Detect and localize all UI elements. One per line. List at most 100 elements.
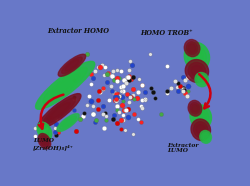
Point <box>176 81 180 84</box>
Point <box>72 109 76 112</box>
Point <box>106 71 110 74</box>
Point <box>90 104 94 107</box>
Ellipse shape <box>184 39 200 57</box>
Point <box>115 95 119 98</box>
Point <box>101 88 105 91</box>
Point <box>136 118 140 121</box>
Point <box>113 99 117 102</box>
Point <box>102 127 105 130</box>
Point <box>115 121 119 124</box>
Point <box>127 69 131 72</box>
Point <box>54 123 58 126</box>
Point <box>44 134 48 137</box>
Point <box>140 99 144 102</box>
Point <box>52 130 56 133</box>
Point <box>53 126 57 129</box>
Point <box>42 134 46 137</box>
Point <box>180 89 184 92</box>
Ellipse shape <box>201 132 210 142</box>
Ellipse shape <box>48 102 70 120</box>
Point <box>140 84 144 87</box>
Point <box>131 75 135 78</box>
Point <box>128 60 132 63</box>
Point <box>148 52 152 55</box>
Point <box>121 118 125 121</box>
Ellipse shape <box>62 118 74 127</box>
Point <box>117 95 121 98</box>
Point <box>89 72 93 75</box>
Ellipse shape <box>190 105 212 129</box>
Point <box>117 95 121 98</box>
Point <box>122 78 126 81</box>
Point <box>33 127 37 130</box>
Point <box>103 111 107 114</box>
Point <box>42 132 46 134</box>
Point <box>42 124 46 127</box>
Ellipse shape <box>188 46 206 67</box>
Ellipse shape <box>43 67 87 103</box>
Point <box>115 105 119 108</box>
Point <box>176 89 180 92</box>
Point <box>113 92 117 94</box>
Point <box>104 119 108 122</box>
Point <box>120 89 124 92</box>
Point <box>173 79 177 82</box>
Point <box>42 130 46 133</box>
Point <box>143 91 147 94</box>
Point <box>125 75 129 78</box>
Ellipse shape <box>65 60 79 71</box>
Ellipse shape <box>62 57 82 74</box>
Point <box>74 129 78 132</box>
Point <box>153 96 157 99</box>
Point <box>96 99 100 102</box>
Point <box>45 126 49 129</box>
Ellipse shape <box>40 135 49 147</box>
Point <box>181 86 185 89</box>
Point <box>123 128 127 131</box>
Point <box>140 107 144 110</box>
Point <box>44 127 48 130</box>
Ellipse shape <box>58 54 86 76</box>
Point <box>169 86 173 89</box>
Point <box>178 85 182 88</box>
Point <box>54 133 58 136</box>
Ellipse shape <box>184 42 210 71</box>
Point <box>129 78 133 81</box>
Point <box>72 79 76 82</box>
Point <box>136 91 140 94</box>
Point <box>92 112 96 115</box>
Point <box>96 107 100 110</box>
Point <box>126 115 130 118</box>
Point <box>159 113 163 116</box>
Point <box>183 92 187 95</box>
Point <box>130 64 134 67</box>
Ellipse shape <box>196 111 206 123</box>
Point <box>150 87 154 90</box>
Point <box>126 101 130 104</box>
Point <box>44 132 48 134</box>
Point <box>165 90 169 93</box>
Point <box>186 90 190 93</box>
Point <box>81 115 85 118</box>
Point <box>98 65 102 68</box>
Point <box>140 121 143 124</box>
Text: Extractor
LUMO: Extractor LUMO <box>167 143 198 153</box>
Point <box>183 78 187 81</box>
Point <box>120 103 124 106</box>
Point <box>140 83 143 86</box>
Ellipse shape <box>188 100 202 116</box>
Ellipse shape <box>38 94 81 129</box>
Point <box>108 84 112 87</box>
Point <box>119 119 123 122</box>
Point <box>114 99 117 102</box>
Point <box>110 75 114 78</box>
Point <box>72 97 76 100</box>
Point <box>119 86 123 89</box>
Point <box>115 92 119 95</box>
Point <box>97 89 101 92</box>
Point <box>128 74 132 77</box>
Ellipse shape <box>185 60 208 82</box>
Point <box>124 109 128 112</box>
Point <box>91 77 95 80</box>
Point <box>101 113 105 116</box>
